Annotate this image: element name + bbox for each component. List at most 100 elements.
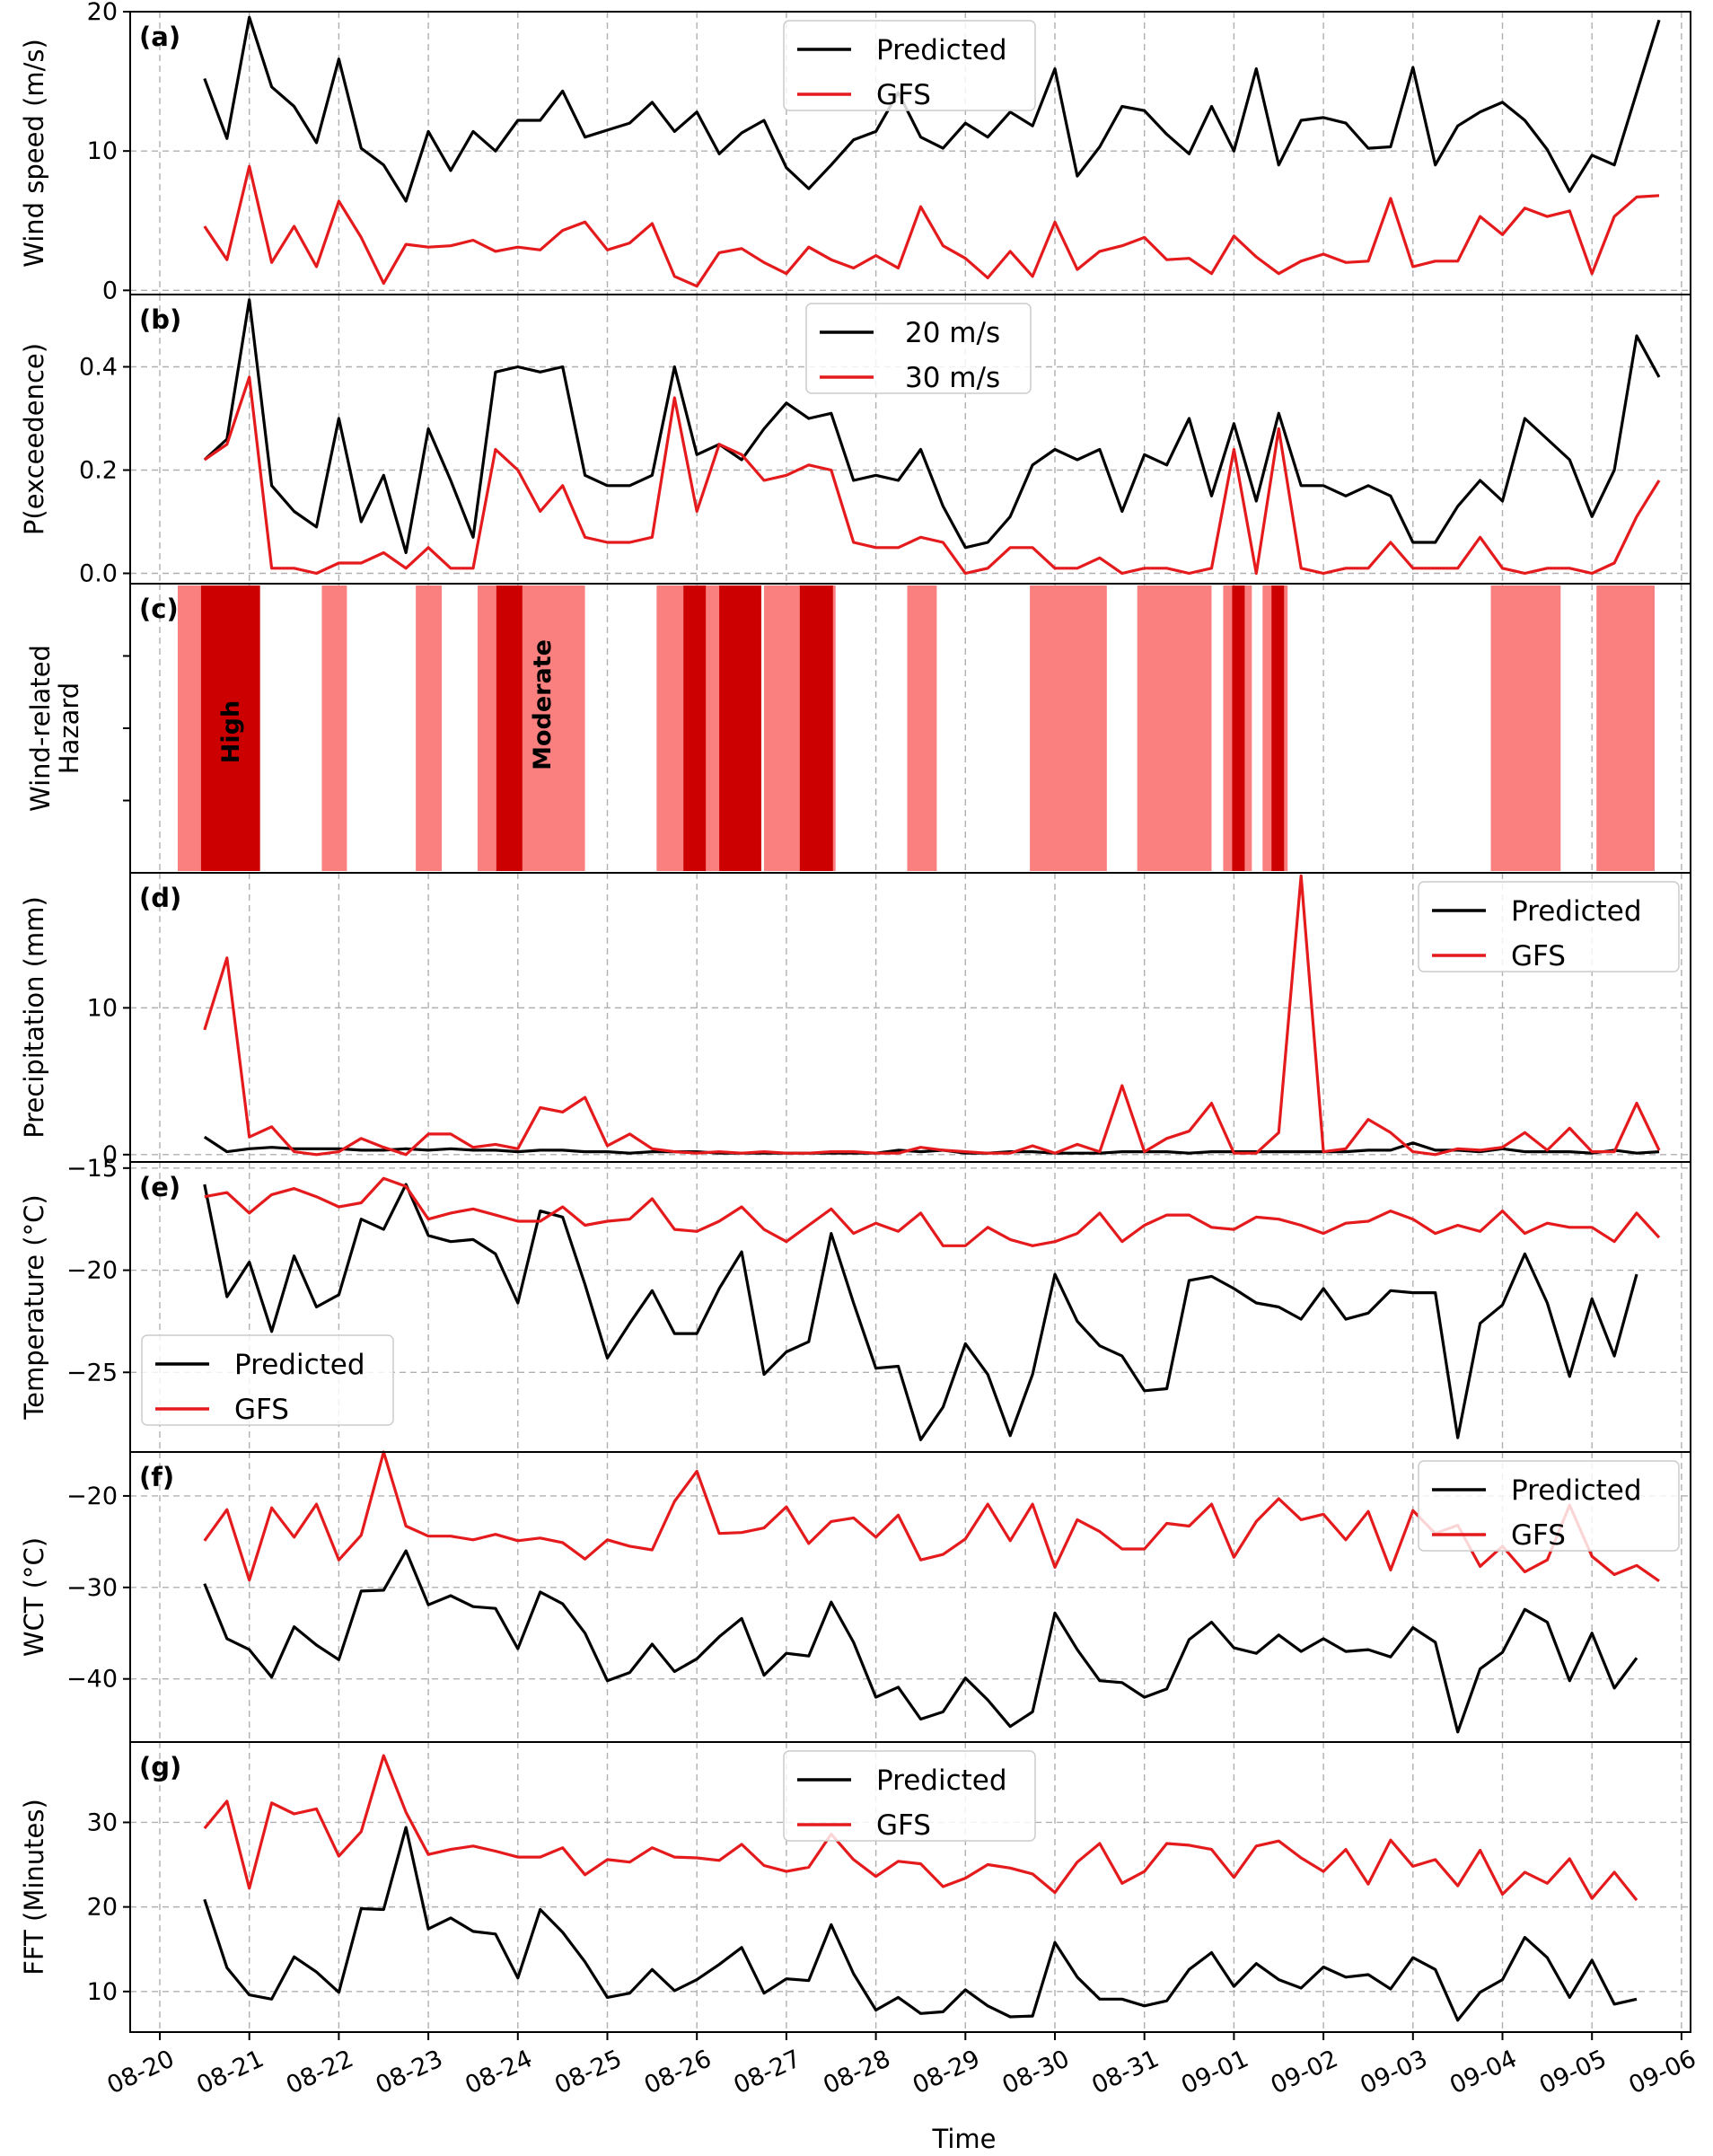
y-tick-label: 0.4 bbox=[79, 354, 118, 382]
legend-box bbox=[783, 20, 1036, 111]
x-tick-label: 08-26 bbox=[640, 2045, 716, 2099]
y-tick-label: 20 bbox=[87, 0, 118, 26]
panel-f: −40 −30 −20 WCT (°C) (f) Predicted GFS bbox=[19, 1450, 1691, 1743]
panel-a: 0 10 20 Wind speed (m/s) (a) Predicted GFS bbox=[19, 0, 1691, 304]
series-line-gfs bbox=[204, 1176, 1661, 1247]
hazard-band-high bbox=[496, 585, 523, 871]
legend-label: Predicted bbox=[1511, 1474, 1642, 1507]
series-line-gfs bbox=[203, 164, 1660, 288]
y-axis-label: Wind speed (m/s) bbox=[19, 39, 49, 268]
legend-label: GFS bbox=[1511, 940, 1566, 972]
x-tick-label: 09-05 bbox=[1535, 2045, 1611, 2099]
panel-letter: (a) bbox=[139, 22, 180, 52]
y-tick-label: 10 bbox=[87, 994, 118, 1022]
y-tick-label: −15 bbox=[66, 1155, 118, 1183]
hazard-band-high bbox=[719, 585, 761, 871]
x-tick-label: 08-20 bbox=[103, 2045, 179, 2099]
y-axis-label: P(exceedence) bbox=[19, 343, 49, 535]
legend-label: 30 m/s bbox=[905, 362, 1000, 394]
hazard-band-moderate bbox=[1490, 585, 1561, 871]
legend-label: GFS bbox=[234, 1394, 289, 1426]
panel-letter: (g) bbox=[139, 1752, 181, 1782]
series-line-30-m-s bbox=[203, 375, 1661, 576]
legend-box bbox=[783, 1750, 1036, 1842]
x-tick-label: 08-25 bbox=[550, 2045, 626, 2099]
panel-d: 0 10 Precipitation (mm) (d) Predicted GFS bbox=[19, 872, 1691, 1169]
legend: Predicted GFS bbox=[783, 20, 1036, 111]
legend: Predicted GFS bbox=[1418, 1460, 1680, 1552]
panel-letter: (b) bbox=[139, 304, 181, 335]
y-axis-label: Temperature (°C) bbox=[19, 1194, 49, 1420]
y-tick-label: −30 bbox=[66, 1574, 118, 1602]
series-line-gfs bbox=[203, 1450, 1660, 1583]
y-tick-label: 0 bbox=[102, 1141, 118, 1169]
panel-letter: (d) bbox=[139, 883, 181, 913]
x-tick-label: 08-24 bbox=[461, 2045, 537, 2099]
panel-b: 0.0 0.2 0.4 P(exceedence) (b) 20 m/s 30 m/s bbox=[19, 294, 1691, 588]
series-line-20-m-s bbox=[203, 298, 1661, 555]
y-tick-label: 0.2 bbox=[79, 457, 118, 485]
y-axis-label: Precipitation (mm) bbox=[19, 896, 49, 1139]
hazard-label-moderate: Moderate bbox=[529, 639, 557, 770]
x-axis-label: Time bbox=[932, 2124, 997, 2154]
hazard-band-moderate bbox=[177, 585, 201, 871]
y-tick-label: 0 bbox=[102, 277, 118, 304]
hazard-band-moderate bbox=[1596, 585, 1655, 871]
x-tick-label: 08-21 bbox=[192, 2045, 268, 2099]
panel-letter: (c) bbox=[139, 594, 179, 624]
x-tick-label: 08-22 bbox=[282, 2045, 357, 2099]
hazard-band-high bbox=[1232, 585, 1245, 871]
y-tick-label: 20 bbox=[87, 1894, 118, 1922]
panel-frame bbox=[129, 1741, 1691, 2033]
hazard-band-moderate bbox=[321, 585, 347, 871]
y-axis-label: Wind-related bbox=[25, 645, 56, 812]
hazard-band-moderate bbox=[1137, 585, 1212, 871]
y-tick-label: 30 bbox=[87, 1808, 118, 1836]
hazard-band-high bbox=[200, 585, 260, 871]
x-tick-label: 08-30 bbox=[998, 2045, 1074, 2099]
hazard-band-moderate bbox=[416, 585, 443, 871]
x-tick-label: 08-23 bbox=[372, 2045, 447, 2099]
legend-box bbox=[1418, 881, 1680, 972]
hazard-band-high bbox=[1271, 585, 1285, 871]
legend-label: Predicted bbox=[876, 34, 1007, 66]
x-tick-label: 09-03 bbox=[1357, 2045, 1432, 2099]
x-tick-label: 08-28 bbox=[819, 2045, 894, 2099]
y-tick-label: 0.0 bbox=[79, 560, 118, 588]
hazard-band-high bbox=[799, 585, 833, 871]
x-tick-label: 08-27 bbox=[730, 2045, 805, 2099]
legend-label: GFS bbox=[876, 1809, 931, 1842]
series-line-predicted bbox=[203, 1549, 1638, 1734]
hazard-band-high bbox=[683, 585, 707, 871]
panel-g: 10 20 30 FFT (Minutes) (g) Predicted GFS bbox=[19, 1741, 1691, 2033]
legend-box bbox=[1418, 1460, 1680, 1552]
y-tick-label: −25 bbox=[66, 1359, 118, 1386]
hazard-band-moderate bbox=[1030, 585, 1107, 871]
y-tick-label: −20 bbox=[66, 1483, 118, 1510]
y-axis-label: Hazard bbox=[54, 682, 84, 774]
y-tick-label: 10 bbox=[87, 1978, 118, 2006]
legend-label: Predicted bbox=[234, 1349, 365, 1381]
legend-label: GFS bbox=[876, 79, 931, 111]
legend-label: 20 m/s bbox=[905, 317, 1000, 349]
panel-e: −25 −20 −15 Temperature (°C) (e) Predicted GFS bbox=[19, 1155, 1691, 1453]
series-line-predicted bbox=[203, 15, 1661, 203]
panel-letter: (f) bbox=[139, 1462, 174, 1492]
legend: 20 m/s 30 m/s bbox=[805, 303, 1032, 394]
hazard-label-high: High bbox=[217, 700, 245, 763]
x-axis: 08-20 08-21 08-22 08-23 08-24 08-25 08-26 08-27… bbox=[103, 2032, 1700, 2154]
y-tick-label: −40 bbox=[66, 1666, 118, 1694]
legend: Predicted GFS bbox=[141, 1334, 394, 1426]
x-tick-label: 09-04 bbox=[1445, 2045, 1521, 2099]
legend-box bbox=[805, 303, 1032, 394]
legend: Predicted GFS bbox=[783, 1750, 1036, 1842]
legend-box bbox=[141, 1334, 394, 1426]
x-tick-label: 09-01 bbox=[1177, 2045, 1252, 2099]
x-tick-label: 08-29 bbox=[909, 2045, 984, 2099]
x-tick-label: 08-31 bbox=[1087, 2045, 1163, 2099]
legend-label: Predicted bbox=[876, 1764, 1007, 1797]
series-line-predicted bbox=[203, 1183, 1638, 1442]
x-tick-label: 09-06 bbox=[1625, 2045, 1700, 2099]
